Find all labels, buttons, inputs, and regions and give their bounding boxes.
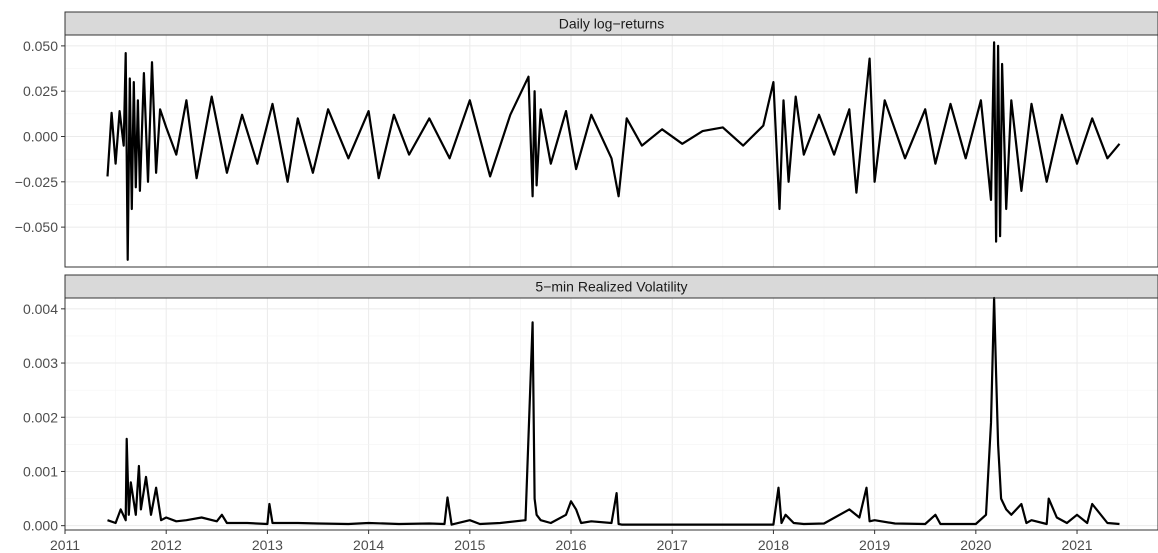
series-line-bottom xyxy=(108,298,1120,525)
panel-daily-log-returns: Daily log−returns 0.050 0.025 0.000 −0.025 −… xyxy=(15,12,1158,267)
x-tick-label: 2015 xyxy=(454,537,485,553)
y-tick-label: 0.000 xyxy=(23,129,58,145)
x-tick-label: 2013 xyxy=(252,537,283,553)
x-tick-label: 2021 xyxy=(1061,537,1092,553)
y-ticks-top: 0.050 0.025 0.000 −0.025 −0.050 xyxy=(15,38,65,235)
y-tick-label: 0.050 xyxy=(23,38,58,54)
strip-title-top: Daily log−returns xyxy=(559,16,664,32)
x-tick-label: 2018 xyxy=(758,537,789,553)
y-tick-label: −0.025 xyxy=(15,174,58,190)
series-bottom xyxy=(108,298,1120,525)
strip-title-bottom: 5−min Realized Volatility xyxy=(535,279,687,295)
y-tick-label: −0.050 xyxy=(15,219,58,235)
x-tick-label: 2014 xyxy=(353,537,384,553)
panel-realized-volatility: 5−min Realized Volatility 0.0040.0030.00… xyxy=(23,275,1158,534)
y-tick-label: 0.004 xyxy=(23,301,58,317)
y-tick-label: 0.001 xyxy=(23,463,58,479)
x-tick-label: 2020 xyxy=(960,537,991,553)
x-tick-label: 2019 xyxy=(859,537,890,553)
y-tick-label: 0.002 xyxy=(23,409,58,425)
x-tick-label: 2016 xyxy=(555,537,586,553)
x-tick-label: 2017 xyxy=(657,537,688,553)
x-tick-label: 2012 xyxy=(151,537,182,553)
y-ticks-bottom: 0.004 0.003 0.002 0.001 0.000 xyxy=(23,301,65,534)
y-tick-label: 0.000 xyxy=(23,518,58,534)
y-tick-label: 0.025 xyxy=(23,83,58,99)
x-axis: 2011 2012 2013 2014 2015 2016 2017 2018 2019 2020… xyxy=(50,530,1093,553)
y-tick-label: 0.003 xyxy=(23,355,58,371)
x-tick-label: 2011 xyxy=(50,537,80,553)
